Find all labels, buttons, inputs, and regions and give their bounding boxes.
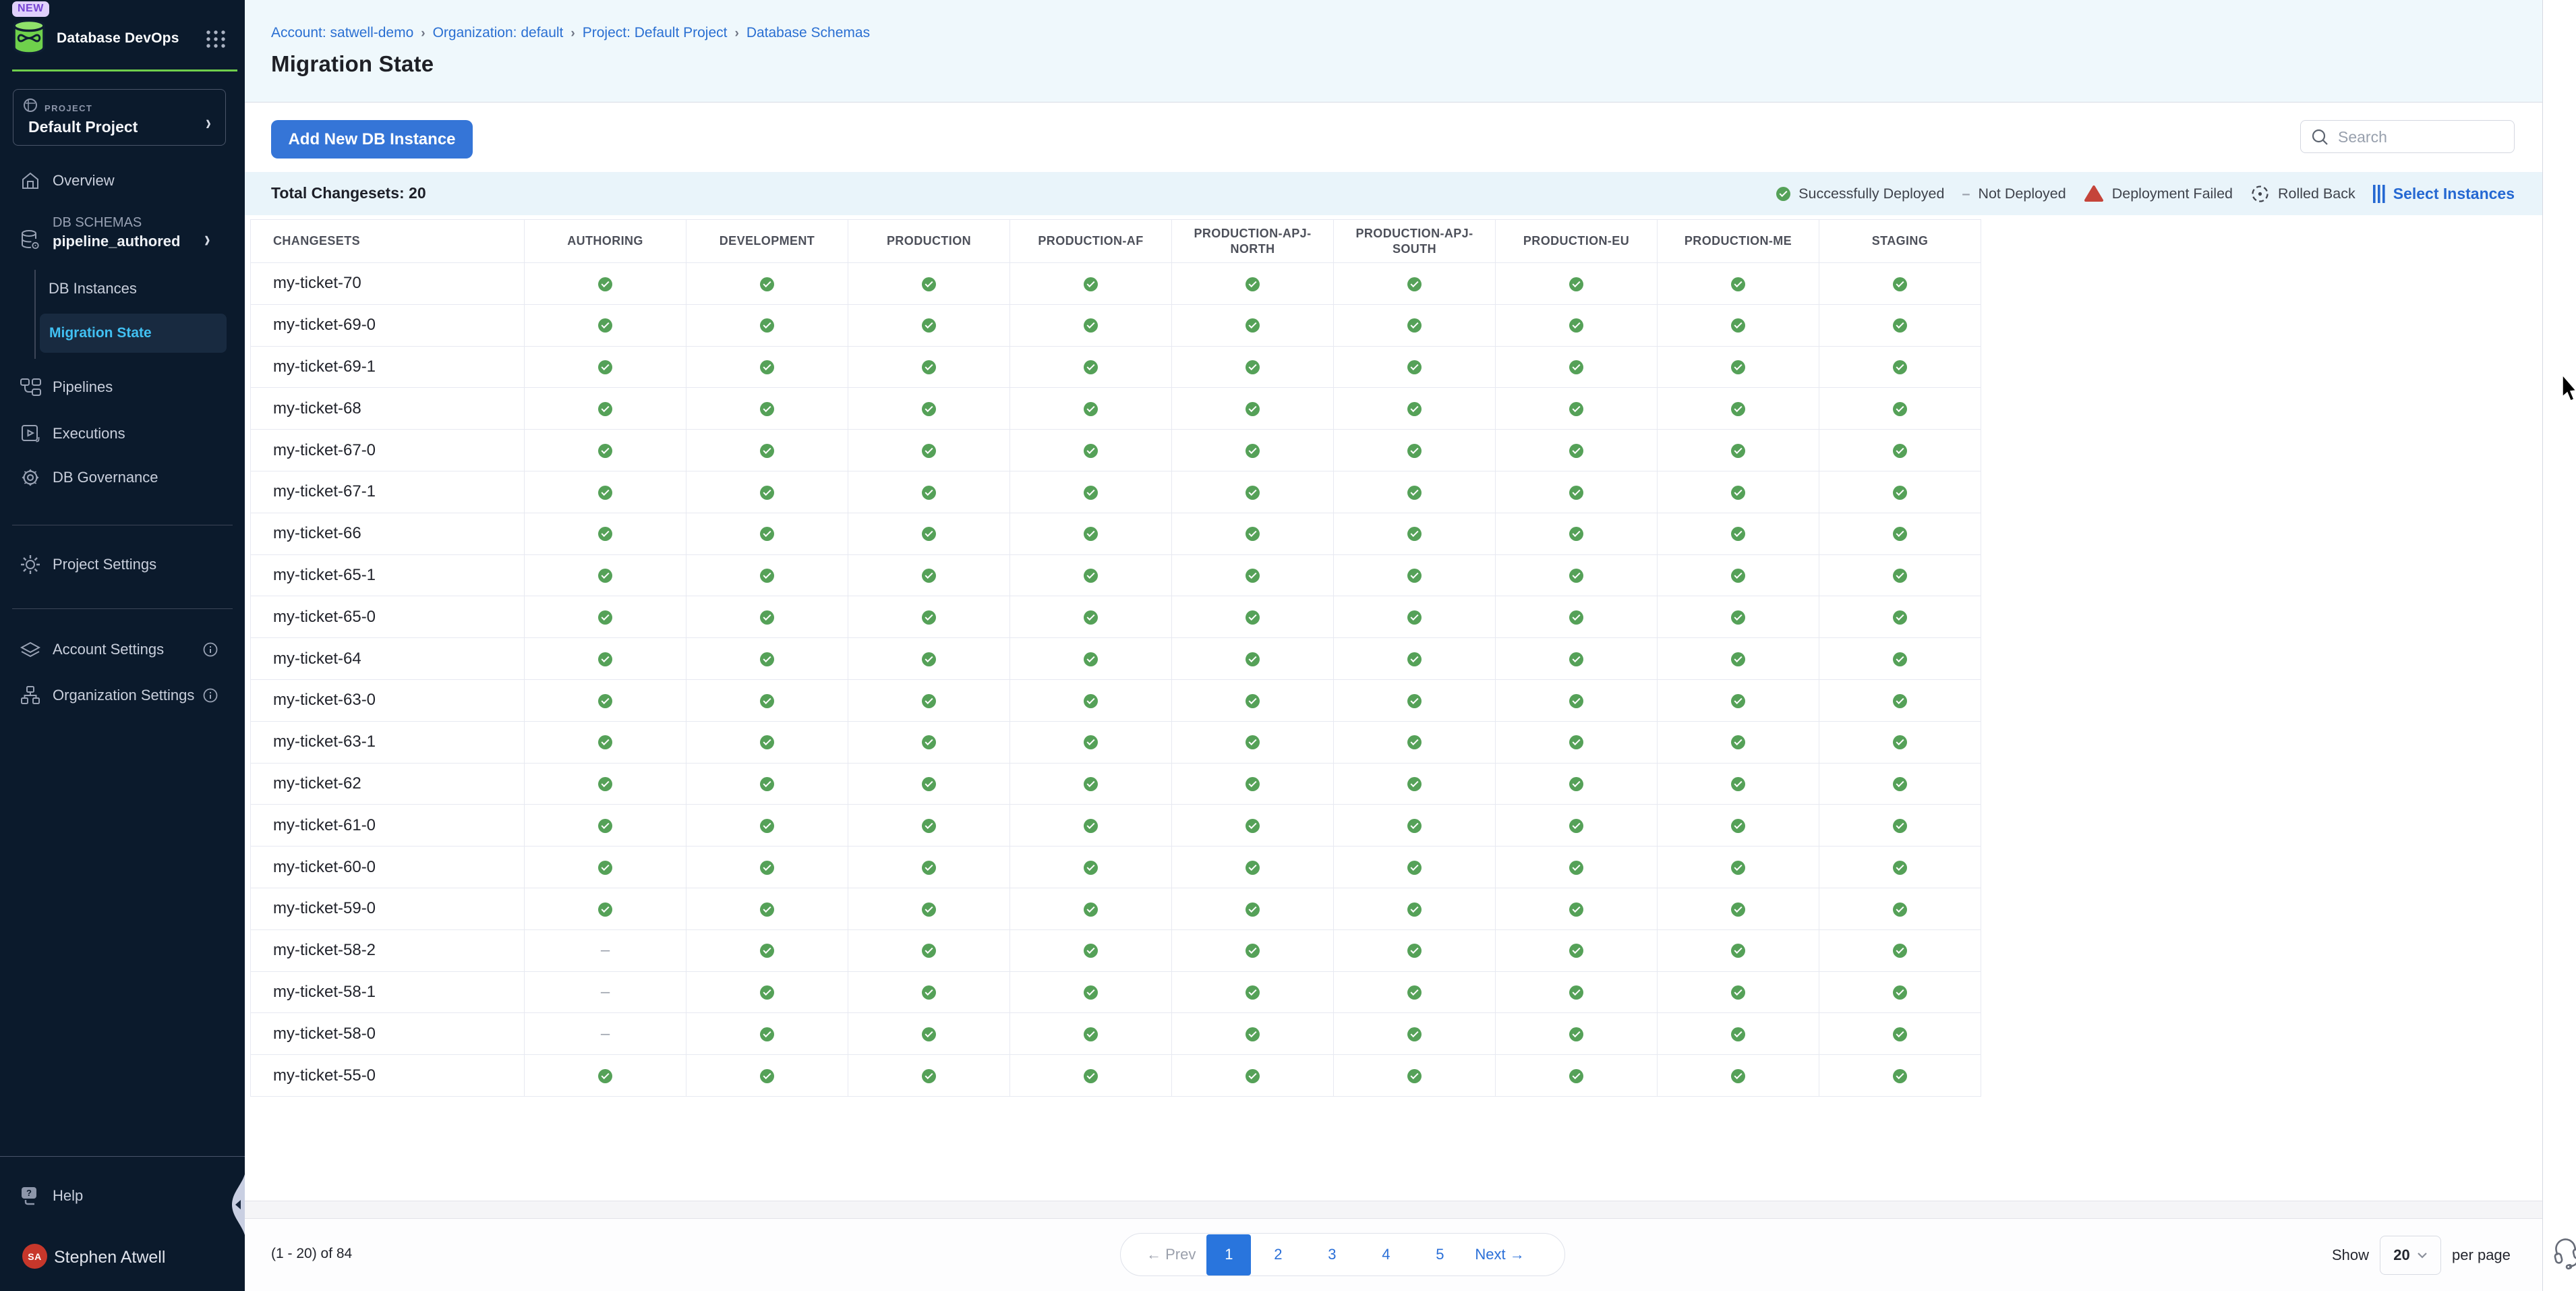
svg-text:?: ? xyxy=(26,1188,32,1198)
